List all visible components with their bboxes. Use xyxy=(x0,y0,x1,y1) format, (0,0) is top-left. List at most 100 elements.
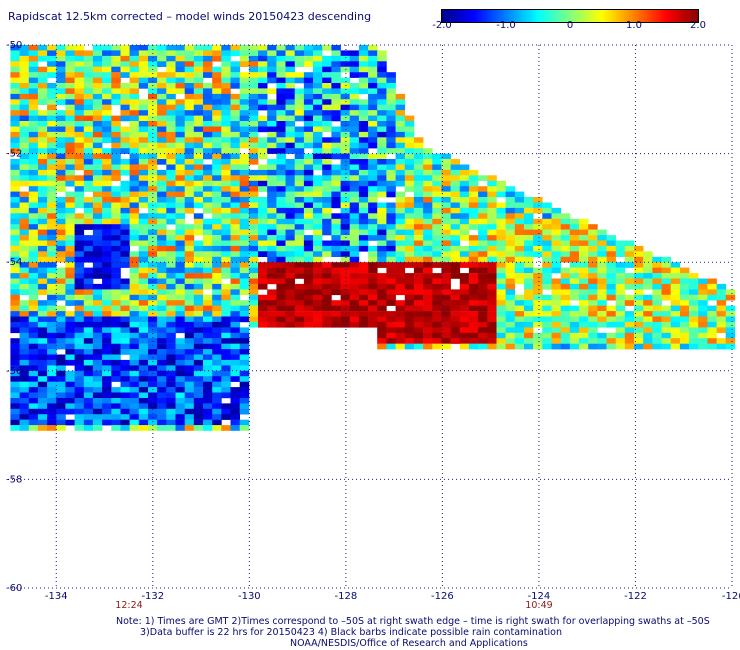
heatmap-cell xyxy=(166,338,176,344)
heatmap-cell xyxy=(193,267,204,274)
heatmap-cell xyxy=(230,262,240,268)
heatmap-cell xyxy=(56,159,66,165)
heatmap-cell xyxy=(148,180,158,187)
heatmap-cell xyxy=(441,245,451,252)
heatmap-cell xyxy=(102,159,112,165)
heatmap-cell xyxy=(175,218,185,225)
heatmap-cell xyxy=(166,93,176,100)
heatmap-cell xyxy=(303,267,314,274)
heatmap-cell xyxy=(166,365,176,372)
heatmap-cell xyxy=(129,349,140,355)
heatmap-cell xyxy=(74,256,85,263)
heatmap-cell xyxy=(28,197,39,203)
heatmap-cell xyxy=(10,376,20,382)
heatmap-cell xyxy=(74,321,85,328)
heatmap-cell xyxy=(267,197,277,203)
heatmap-cell xyxy=(120,316,130,323)
heatmap-cell xyxy=(313,72,323,78)
heatmap-cell xyxy=(175,327,185,334)
heatmap-cell xyxy=(10,365,20,372)
heatmap-cell xyxy=(395,300,406,306)
heatmap-cell xyxy=(230,104,240,111)
heatmap-cell xyxy=(423,273,433,279)
heatmap-cell xyxy=(340,213,351,219)
heatmap-cell xyxy=(560,316,571,323)
heatmap-cell xyxy=(551,283,561,290)
heatmap-cell xyxy=(258,99,268,105)
heatmap-cell xyxy=(56,311,66,317)
heatmap-cell xyxy=(303,99,314,105)
heatmap-cell xyxy=(560,311,571,317)
heatmap-cell xyxy=(37,365,48,372)
heatmap-cell xyxy=(120,283,130,290)
heatmap-cell xyxy=(322,300,332,306)
heatmap-cell xyxy=(386,175,396,181)
heatmap-cell xyxy=(597,311,607,317)
heatmap-cell xyxy=(184,354,195,361)
heatmap-cell xyxy=(441,191,451,198)
heatmap-cell xyxy=(230,131,240,138)
heatmap-cell xyxy=(175,224,185,230)
heatmap-cell xyxy=(285,289,295,296)
heatmap-cell xyxy=(230,202,240,209)
heatmap-cell xyxy=(92,354,103,361)
heatmap-cell xyxy=(258,267,268,274)
heatmap-cell xyxy=(74,202,85,209)
heatmap-cell xyxy=(193,311,204,317)
heatmap-cell xyxy=(10,370,20,377)
heatmap-cell xyxy=(441,240,451,247)
heatmap-cell xyxy=(203,142,213,149)
heatmap-cell xyxy=(634,267,644,274)
heatmap-cell xyxy=(28,403,39,410)
heatmap-cell xyxy=(120,191,130,198)
heatmap-cell xyxy=(212,414,222,420)
heatmap-cell xyxy=(175,110,185,116)
heatmap-cell xyxy=(203,278,213,285)
heatmap-cell xyxy=(294,207,305,214)
heatmap-cell xyxy=(634,305,644,312)
heatmap-cell xyxy=(386,83,396,89)
heatmap-cell xyxy=(386,278,396,285)
heatmap-cell xyxy=(193,61,204,67)
heatmap-cell xyxy=(129,77,140,84)
heatmap-cell xyxy=(138,169,149,176)
heatmap-cell xyxy=(175,229,185,236)
heatmap-cell xyxy=(212,137,222,143)
heatmap-cell xyxy=(716,327,727,334)
heatmap-cell xyxy=(10,240,20,247)
heatmap-cell xyxy=(377,235,387,241)
heatmap-cell xyxy=(148,72,158,78)
heatmap-cell xyxy=(230,338,240,344)
heatmap-cell xyxy=(184,305,195,312)
heatmap-cell xyxy=(28,294,39,301)
heatmap-cell xyxy=(92,283,103,290)
heatmap-cell xyxy=(157,202,167,209)
heatmap-cell xyxy=(258,202,268,209)
heatmap-cell xyxy=(129,273,140,279)
heatmap-cell xyxy=(203,148,213,154)
heatmap-cell xyxy=(19,148,30,154)
heatmap-cell xyxy=(450,251,461,257)
heatmap-cell xyxy=(203,110,213,116)
heatmap-cell xyxy=(248,218,259,225)
heatmap-cell xyxy=(120,403,130,410)
heatmap-cell xyxy=(368,251,378,257)
heatmap-cell xyxy=(129,408,140,415)
heatmap-cell xyxy=(74,186,85,192)
heatmap-cell xyxy=(37,121,48,127)
y-tick-label: -58 xyxy=(6,474,22,485)
heatmap-cell xyxy=(102,294,112,301)
heatmap-cell xyxy=(221,305,231,312)
heatmap-cell xyxy=(203,186,213,192)
heatmap-cell xyxy=(28,354,39,361)
heatmap-cell xyxy=(276,142,286,149)
heatmap-cell xyxy=(597,343,607,350)
heatmap-cell xyxy=(670,311,681,317)
heatmap-cell xyxy=(74,251,85,257)
heatmap-cell xyxy=(120,110,130,116)
heatmap-cell xyxy=(230,403,240,410)
heatmap-cell xyxy=(276,148,286,154)
heatmap-cell xyxy=(698,300,708,306)
heatmap-cell xyxy=(47,376,57,382)
heatmap-cell xyxy=(10,349,20,355)
